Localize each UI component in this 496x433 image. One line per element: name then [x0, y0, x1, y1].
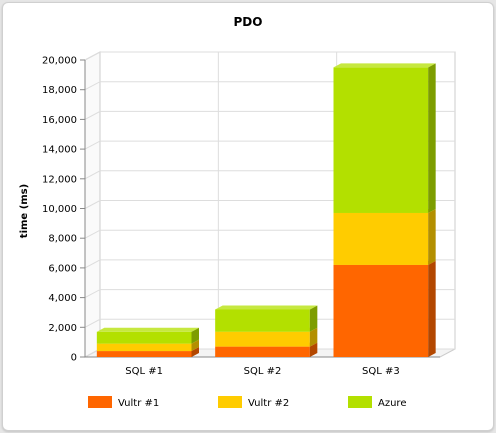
bar-top: [333, 63, 436, 68]
bar-side: [191, 339, 199, 352]
y-tick-label: 2,000: [48, 323, 77, 334]
x-tick-label: SQL #1: [125, 366, 163, 377]
y-tick-label: 16,000: [42, 115, 77, 126]
bar-front: [333, 212, 429, 265]
y-tick-label: 18,000: [42, 85, 77, 96]
y-tick-label: 8,000: [48, 234, 77, 245]
y-tick-label: 4,000: [48, 293, 77, 304]
x-tick-label: SQL #2: [244, 366, 282, 377]
legend-swatch: [348, 396, 372, 408]
bar-segment[interactable]: [333, 260, 436, 357]
bar-segment[interactable]: [333, 208, 436, 265]
legend-label: Azure: [378, 398, 406, 409]
bar-top: [96, 327, 199, 332]
bar-segment[interactable]: [215, 305, 318, 332]
bar-side: [309, 342, 318, 357]
bar-front: [215, 331, 310, 347]
bar-side: [428, 260, 436, 357]
bar-side: [309, 305, 318, 332]
legend-item[interactable]: Azure: [348, 396, 406, 409]
bar-front: [96, 351, 192, 357]
bar-front: [333, 264, 429, 357]
chart-title: PDO: [234, 15, 263, 29]
legend-label: Vultr #2: [248, 398, 289, 409]
x-tick-label: SQL #3: [362, 366, 400, 377]
y-axis-label: time (ms): [19, 184, 30, 238]
axes: 0 2,000 4,000 6,000 8,000 10,000 12,000 14,000 1…: [42, 56, 440, 377]
bar-segment[interactable]: [333, 63, 436, 213]
y-tick-label: 14,000: [42, 145, 77, 156]
y-tick-label: 12,000: [42, 174, 77, 185]
legend: Vultr #1 Vultr #2 Azure: [88, 396, 406, 409]
y-tick-label: 6,000: [48, 263, 77, 274]
bar-side: [191, 347, 199, 357]
legend-item[interactable]: Vultr #1: [88, 396, 159, 409]
legend-swatch: [88, 396, 112, 408]
legend-label: Vultr #1: [118, 398, 159, 409]
bar-side: [191, 327, 199, 344]
bar-side: [309, 327, 318, 347]
bar-front: [215, 346, 310, 357]
legend-swatch: [218, 396, 242, 408]
bars: [96, 63, 436, 357]
bar-top: [215, 305, 318, 310]
bar-segment[interactable]: [96, 327, 199, 344]
y-tick-label: 0: [71, 353, 77, 364]
y-tick-label: 10,000: [42, 204, 77, 215]
bar-front: [96, 331, 192, 344]
bar-side: [428, 63, 436, 213]
bar-front: [333, 67, 429, 213]
bar-side: [428, 208, 436, 265]
bar-front: [215, 309, 310, 332]
bar-front: [96, 343, 192, 352]
legend-item[interactable]: Vultr #2: [218, 396, 289, 409]
y-tick-label: 20,000: [42, 56, 77, 67]
